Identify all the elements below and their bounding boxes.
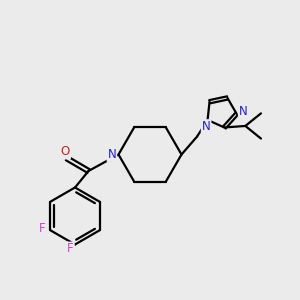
- Text: N: N: [239, 105, 248, 118]
- Text: N: N: [107, 148, 116, 161]
- Text: N: N: [202, 120, 211, 133]
- Text: F: F: [67, 242, 74, 256]
- Text: F: F: [39, 222, 45, 235]
- Text: O: O: [61, 145, 70, 158]
